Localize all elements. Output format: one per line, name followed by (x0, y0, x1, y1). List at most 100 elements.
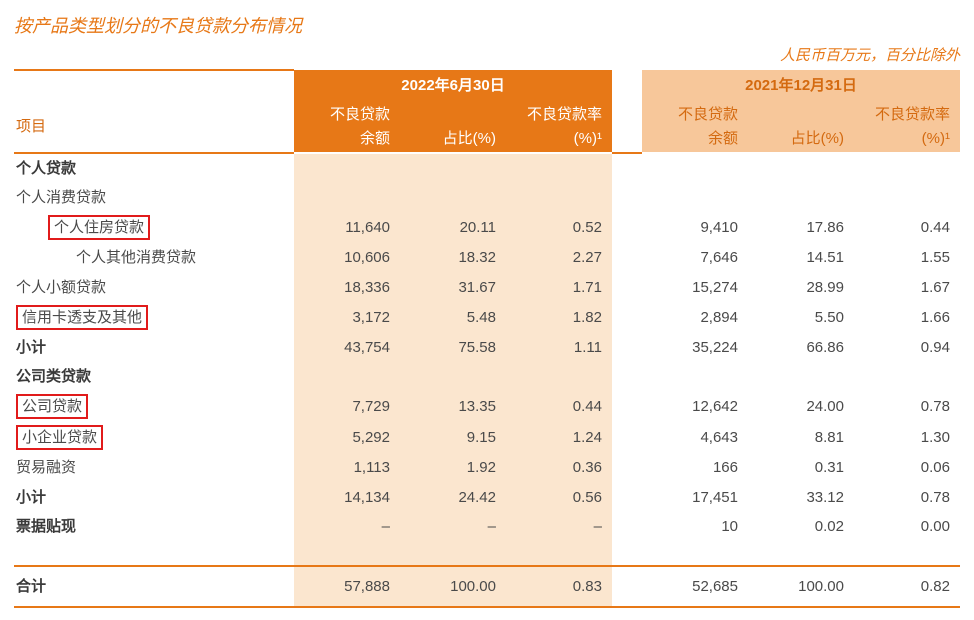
total-cur-pct: 100.00 (400, 566, 506, 607)
period-header-row: 2022年6月30日 2021年12月31日 (14, 70, 960, 101)
cell-current: 1.82 (506, 302, 612, 333)
row-label: 个人贷款 (14, 153, 294, 183)
cell-current: 3,172 (294, 302, 400, 333)
cell-previous: 1.67 (854, 273, 960, 302)
cell-previous (748, 183, 854, 212)
cell-previous: 33.12 (748, 483, 854, 512)
cell-current: 18,336 (294, 273, 400, 302)
row-label: 个人其他消费贷款 (14, 243, 294, 272)
cell-previous: 1.30 (854, 422, 960, 453)
cell-previous: 10 (642, 512, 748, 541)
cell-previous: 17.86 (748, 212, 854, 243)
col-pct-cur: 占比(%) (400, 101, 506, 153)
col-item-label: 项目 (14, 101, 294, 153)
table-row: 贸易融资1,1131.920.361660.310.06 (14, 453, 960, 482)
highlight-box: 公司贷款 (16, 394, 88, 419)
cell-previous: 0.06 (854, 453, 960, 482)
row-label: 信用卡透支及其他 (14, 302, 294, 333)
cell-current: 0.36 (506, 453, 612, 482)
highlight-box: 小企业贷款 (16, 425, 103, 450)
row-label: 小企业贷款 (14, 422, 294, 453)
col-rate-prev: 不良贷款率(%)¹ (854, 101, 960, 153)
cell-current: – (400, 512, 506, 541)
cell-previous: 4,643 (642, 422, 748, 453)
row-label: 公司贷款 (14, 391, 294, 422)
cell-previous: 66.86 (748, 333, 854, 362)
cell-current: 75.58 (400, 333, 506, 362)
table-row: 个人其他消费贷款10,60618.322.277,64614.511.55 (14, 243, 960, 272)
cell-current (506, 153, 612, 183)
cell-previous (854, 362, 960, 391)
total-label: 合计 (14, 566, 294, 607)
cell-previous: 12,642 (642, 391, 748, 422)
cell-previous: 8.81 (748, 422, 854, 453)
row-label: 个人消费贷款 (14, 183, 294, 212)
table-row: 小计43,75475.581.1135,22466.860.94 (14, 333, 960, 362)
cell-previous: 166 (642, 453, 748, 482)
table-row: 个人贷款 (14, 153, 960, 183)
cell-previous (642, 183, 748, 212)
table-row: 个人消费贷款 (14, 183, 960, 212)
metric-header-row: 项目 不良贷款余额 占比(%) 不良贷款率(%)¹ 不良贷款余额 占比(%) 不… (14, 101, 960, 153)
cell-current (506, 362, 612, 391)
cell-previous (854, 153, 960, 183)
period-current: 2022年6月30日 (294, 70, 612, 101)
row-label: 个人小额贷款 (14, 273, 294, 302)
cell-current: 0.56 (506, 483, 612, 512)
row-label: 个人住房贷款 (14, 212, 294, 243)
cell-previous (642, 362, 748, 391)
period-previous: 2021年12月31日 (642, 70, 960, 101)
total-cur-rate: 0.83 (506, 566, 612, 607)
total-prev-bal: 52,685 (642, 566, 748, 607)
total-prev-pct: 100.00 (748, 566, 854, 607)
cell-current (294, 183, 400, 212)
cell-current: 5,292 (294, 422, 400, 453)
col-rate-cur: 不良贷款率(%)¹ (506, 101, 612, 153)
cell-current: 43,754 (294, 333, 400, 362)
cell-current: 0.44 (506, 391, 612, 422)
cell-current: – (294, 512, 400, 541)
cell-current: 1.92 (400, 453, 506, 482)
row-label: 票据贴现 (14, 512, 294, 541)
col-bal-cur: 不良贷款余额 (294, 101, 400, 153)
cell-previous: 2,894 (642, 302, 748, 333)
cell-current: 20.11 (400, 212, 506, 243)
cell-current: 1.11 (506, 333, 612, 362)
total-row: 合计 57,888 100.00 0.83 52,685 100.00 0.82 (14, 566, 960, 607)
cell-previous: 0.44 (854, 212, 960, 243)
row-label: 贸易融资 (14, 453, 294, 482)
cell-previous (642, 153, 748, 183)
table-row: 公司贷款7,72913.350.4412,64224.000.78 (14, 391, 960, 422)
cell-previous: 0.78 (854, 483, 960, 512)
cell-current: 1.71 (506, 273, 612, 302)
row-label: 公司类贷款 (14, 362, 294, 391)
cell-current: 24.42 (400, 483, 506, 512)
cell-current: 18.32 (400, 243, 506, 272)
cell-previous: 5.50 (748, 302, 854, 333)
cell-previous: 35,224 (642, 333, 748, 362)
cell-current: 10,606 (294, 243, 400, 272)
row-label: 小计 (14, 483, 294, 512)
cell-current (506, 183, 612, 212)
cell-current: 1,113 (294, 453, 400, 482)
cell-previous: 17,451 (642, 483, 748, 512)
cell-previous: 1.55 (854, 243, 960, 272)
table-row: 小企业贷款5,2929.151.244,6438.811.30 (14, 422, 960, 453)
table-row: 小计14,13424.420.56 17,45133.120.78 (14, 483, 960, 512)
unit-note: 人民币百万元，百分比除外 (14, 44, 960, 65)
cell-current: 14,134 (294, 483, 400, 512)
highlight-box: 信用卡透支及其他 (16, 305, 148, 330)
cell-previous: 0.02 (748, 512, 854, 541)
cell-previous: 24.00 (748, 391, 854, 422)
total-prev-rate: 0.82 (854, 566, 960, 607)
cell-current: 5.48 (400, 302, 506, 333)
cell-current: 1.24 (506, 422, 612, 453)
table-row: 票据贴现–––100.020.00 (14, 512, 960, 541)
cell-previous (748, 153, 854, 183)
cell-previous: 9,410 (642, 212, 748, 243)
cell-current: 11,640 (294, 212, 400, 243)
cell-previous: 0.00 (854, 512, 960, 541)
cell-current: 31.67 (400, 273, 506, 302)
cell-previous (854, 183, 960, 212)
cell-current (294, 362, 400, 391)
